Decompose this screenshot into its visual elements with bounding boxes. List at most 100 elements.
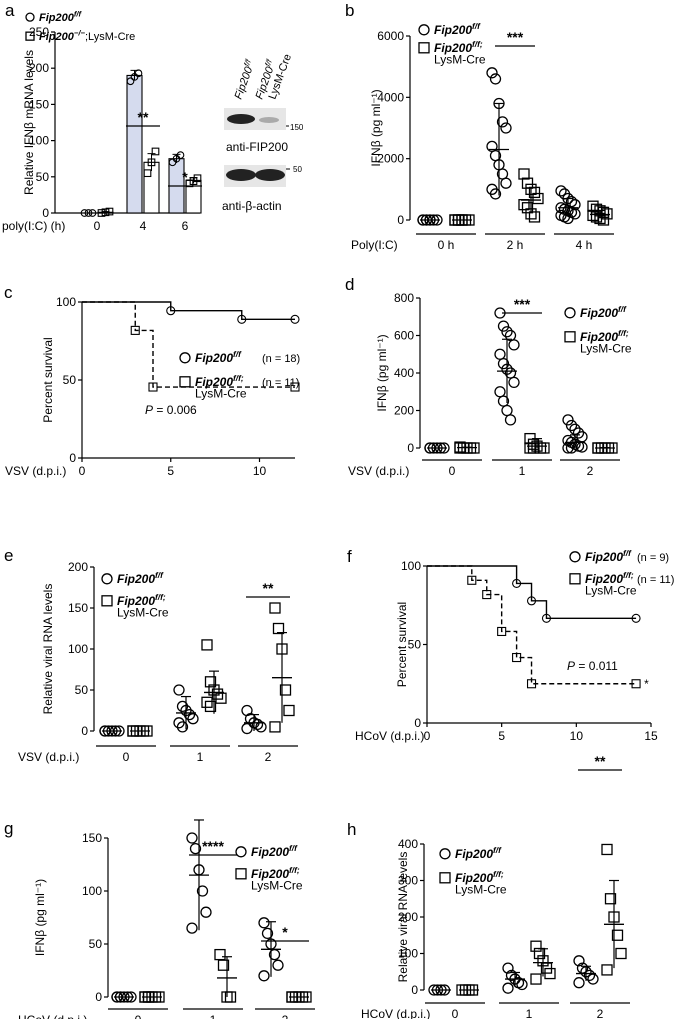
h-point bbox=[544, 967, 556, 980]
a-bar bbox=[126, 74, 143, 214]
h-x-label: HCoV (d.p.i.) bbox=[361, 1007, 430, 1019]
g-point bbox=[217, 959, 230, 971]
c-legend-2-label: Fip200f/f; bbox=[195, 373, 244, 389]
f-censor-marker bbox=[526, 679, 537, 689]
f-censor-marker bbox=[497, 626, 507, 637]
b-point bbox=[528, 211, 541, 223]
f-legend-2-marker bbox=[569, 573, 581, 585]
f-censor-marker bbox=[467, 575, 477, 585]
e-point bbox=[204, 676, 217, 688]
g-y-tick-label: 0 bbox=[95, 990, 102, 1004]
b-x-tick-label: 2 h bbox=[507, 238, 524, 252]
g-x-tick-label: 0 bbox=[135, 1013, 142, 1019]
a-point bbox=[126, 77, 135, 86]
c-y-tick-label: 100 bbox=[56, 295, 76, 309]
e-point bbox=[283, 704, 295, 717]
f-legend-1-label: Fip200f/f bbox=[585, 548, 632, 564]
b-y-label: IFNβ (pg ml⁻¹) bbox=[369, 89, 383, 166]
c-legend-1-label: Fip200f/f bbox=[195, 349, 242, 365]
g-y-tick-label: 100 bbox=[82, 884, 102, 898]
f-y-tick-label: 50 bbox=[408, 638, 422, 652]
b-point bbox=[518, 168, 530, 180]
g-point bbox=[258, 970, 270, 982]
panel-letter-b: b bbox=[345, 1, 354, 20]
e-y-tick-label: 150 bbox=[68, 601, 88, 615]
a-point bbox=[147, 158, 156, 167]
g-point bbox=[272, 959, 284, 971]
b-y-tick-label: 2000 bbox=[377, 152, 404, 166]
f-legend-2-n: (n = 11) bbox=[637, 574, 674, 586]
panel-letter-a: a bbox=[5, 1, 15, 20]
b-x-tick-label: 0 h bbox=[438, 238, 455, 252]
d-point bbox=[569, 423, 581, 435]
d-x-label: VSV (d.p.i.) bbox=[348, 464, 409, 478]
c-survival-curve-2 bbox=[82, 301, 295, 388]
f-censor-marker bbox=[541, 613, 552, 623]
h-point bbox=[604, 893, 617, 905]
f-x-label: HCoV (d.p.i.) bbox=[355, 729, 424, 743]
a-point bbox=[134, 69, 143, 78]
b-point bbox=[486, 67, 498, 79]
panel-letter-d: d bbox=[345, 275, 354, 294]
b-legend-2-label: Fip200f/f; bbox=[434, 39, 483, 55]
a-point bbox=[88, 209, 97, 217]
c-censor-marker bbox=[237, 314, 247, 324]
h-y-tick-label: 100 bbox=[398, 947, 418, 961]
c-x-tick-label: 10 bbox=[253, 464, 267, 478]
c-legend-2-label-line2: LysM-Cre bbox=[195, 386, 247, 400]
b-point bbox=[518, 199, 530, 211]
c-survival-curve-1 bbox=[82, 301, 295, 321]
d-point bbox=[494, 386, 506, 398]
e-legend-1-label: Fip200f/f bbox=[117, 570, 164, 586]
d-legend-1-label: Fip200f/f bbox=[580, 304, 627, 320]
g-x-label: HCoV (d.p.i.) bbox=[18, 1013, 87, 1019]
a-point bbox=[176, 151, 185, 159]
e-x-tick-label: 2 bbox=[265, 750, 272, 764]
c-censor-marker bbox=[130, 325, 140, 335]
b-x-tick-label: 4 h bbox=[576, 238, 593, 252]
d-legend-1-marker bbox=[564, 307, 576, 319]
e-point bbox=[204, 700, 217, 713]
g-y-tick-label: 50 bbox=[89, 937, 103, 951]
c-legend-2-n: (n = 11) bbox=[262, 377, 299, 389]
a-point bbox=[80, 209, 89, 217]
c-x-tick-label: 0 bbox=[79, 464, 86, 478]
d-y-tick-label: 800 bbox=[394, 291, 414, 305]
h-legend-2-marker bbox=[439, 872, 451, 884]
c-legend-2-marker bbox=[179, 376, 191, 388]
a-x-tick-label: 0 bbox=[94, 219, 101, 233]
g-legend-2-marker bbox=[235, 868, 247, 880]
g-y-label: IFNβ (pg ml⁻¹) bbox=[33, 879, 47, 956]
a-legend-2-label: Fip200−/−;LysM-Cre bbox=[39, 29, 135, 43]
d-point bbox=[501, 326, 513, 338]
blot-fip200-band-2 bbox=[259, 117, 279, 123]
e-point bbox=[215, 692, 227, 704]
h-point bbox=[530, 940, 542, 952]
e-y-tick-label: 200 bbox=[68, 560, 88, 574]
c-y-tick-label: 0 bbox=[69, 451, 76, 465]
b-point bbox=[532, 192, 544, 205]
e-legend-1-marker bbox=[101, 573, 113, 585]
b-legend-2-marker bbox=[418, 42, 430, 54]
c-censor-marker bbox=[290, 382, 300, 392]
g-x-tick-label: 1 bbox=[210, 1013, 217, 1019]
e-sig-label: ** bbox=[263, 580, 274, 596]
g-point bbox=[200, 906, 212, 918]
e-legend-2-marker bbox=[101, 595, 113, 607]
h-point bbox=[611, 929, 624, 941]
e-point bbox=[187, 713, 199, 725]
g-legend-2-label: Fip200f/f; bbox=[251, 865, 300, 881]
a-point bbox=[143, 169, 152, 178]
c-legend-1-n: (n = 18) bbox=[262, 353, 300, 365]
g-point bbox=[258, 917, 270, 929]
c-x-label: VSV (d.p.i.) bbox=[5, 464, 66, 478]
h-point bbox=[502, 962, 514, 974]
c-p-value: P = 0.006 bbox=[145, 403, 197, 417]
h-y-label: Relative viral RNA levels bbox=[396, 852, 410, 983]
f-legend-1-marker bbox=[569, 551, 581, 563]
b-point bbox=[500, 177, 512, 189]
f-y-label: Percent survival bbox=[395, 602, 409, 687]
a-point bbox=[84, 209, 93, 217]
a-y-tick-label: 200 bbox=[29, 61, 49, 75]
